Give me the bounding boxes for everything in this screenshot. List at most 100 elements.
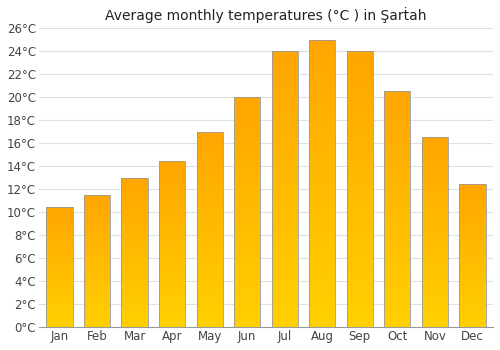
- Bar: [422, 209, 448, 214]
- Bar: [346, 293, 373, 300]
- Bar: [272, 286, 298, 293]
- Bar: [159, 310, 185, 315]
- Bar: [272, 224, 298, 231]
- Bar: [46, 255, 72, 258]
- Bar: [460, 237, 485, 241]
- Bar: [309, 284, 336, 291]
- Bar: [159, 164, 185, 169]
- Bar: [196, 136, 223, 141]
- Bar: [46, 324, 72, 327]
- Bar: [384, 321, 410, 327]
- Bar: [122, 298, 148, 301]
- Bar: [460, 183, 485, 187]
- Bar: [159, 161, 185, 164]
- Bar: [196, 181, 223, 186]
- Bar: [234, 212, 260, 218]
- Bar: [84, 265, 110, 268]
- Bar: [84, 222, 110, 225]
- Bar: [272, 175, 298, 182]
- Bar: [384, 145, 410, 150]
- Bar: [84, 314, 110, 317]
- Bar: [309, 90, 336, 97]
- Bar: [196, 298, 223, 303]
- Bar: [196, 225, 223, 230]
- Bar: [422, 228, 448, 232]
- Bar: [309, 234, 336, 241]
- Bar: [460, 256, 485, 259]
- Bar: [422, 185, 448, 190]
- Bar: [234, 316, 260, 322]
- Bar: [234, 189, 260, 195]
- Bar: [46, 282, 72, 285]
- Bar: [460, 191, 485, 194]
- Bar: [46, 219, 72, 222]
- Bar: [84, 254, 110, 258]
- Bar: [196, 171, 223, 176]
- Bar: [346, 51, 373, 58]
- Bar: [84, 311, 110, 314]
- Bar: [384, 115, 410, 121]
- Bar: [122, 312, 148, 316]
- Bar: [272, 169, 298, 175]
- Bar: [346, 244, 373, 251]
- Bar: [122, 252, 148, 256]
- Bar: [84, 251, 110, 254]
- Bar: [234, 241, 260, 247]
- Bar: [309, 61, 336, 69]
- Bar: [234, 201, 260, 206]
- Bar: [272, 72, 298, 79]
- Bar: [309, 262, 336, 270]
- Bar: [84, 301, 110, 304]
- Bar: [309, 97, 336, 104]
- Bar: [384, 245, 410, 251]
- Bar: [422, 318, 448, 323]
- Bar: [84, 271, 110, 274]
- Bar: [309, 47, 336, 54]
- Bar: [122, 189, 148, 193]
- Bar: [196, 215, 223, 220]
- Bar: [309, 313, 336, 320]
- Bar: [234, 235, 260, 241]
- Bar: [384, 150, 410, 156]
- Bar: [84, 235, 110, 238]
- Bar: [196, 200, 223, 205]
- Bar: [422, 152, 448, 156]
- Bar: [272, 93, 298, 99]
- Bar: [272, 210, 298, 217]
- Bar: [272, 86, 298, 93]
- Bar: [46, 261, 72, 264]
- Bar: [422, 180, 448, 185]
- Bar: [196, 317, 223, 322]
- Bar: [122, 196, 148, 200]
- Bar: [346, 238, 373, 244]
- Bar: [422, 156, 448, 161]
- Bar: [234, 166, 260, 172]
- Bar: [46, 225, 72, 228]
- Bar: [122, 238, 148, 241]
- Bar: [422, 275, 448, 280]
- Bar: [422, 247, 448, 251]
- Bar: [196, 190, 223, 195]
- Bar: [84, 304, 110, 307]
- Bar: [46, 321, 72, 324]
- Bar: [346, 217, 373, 224]
- Bar: [46, 240, 72, 243]
- Bar: [122, 182, 148, 185]
- Bar: [159, 173, 185, 177]
- Bar: [309, 227, 336, 234]
- Bar: [272, 182, 298, 189]
- Bar: [309, 133, 336, 140]
- Bar: [159, 190, 185, 194]
- Bar: [196, 210, 223, 215]
- Bar: [46, 228, 72, 231]
- Bar: [196, 278, 223, 283]
- Bar: [234, 270, 260, 275]
- Bar: [46, 246, 72, 249]
- Bar: [384, 315, 410, 321]
- Bar: [272, 113, 298, 120]
- Bar: [46, 276, 72, 279]
- Bar: [384, 286, 410, 292]
- Bar: [159, 177, 185, 181]
- Bar: [422, 175, 448, 180]
- Bar: [422, 289, 448, 294]
